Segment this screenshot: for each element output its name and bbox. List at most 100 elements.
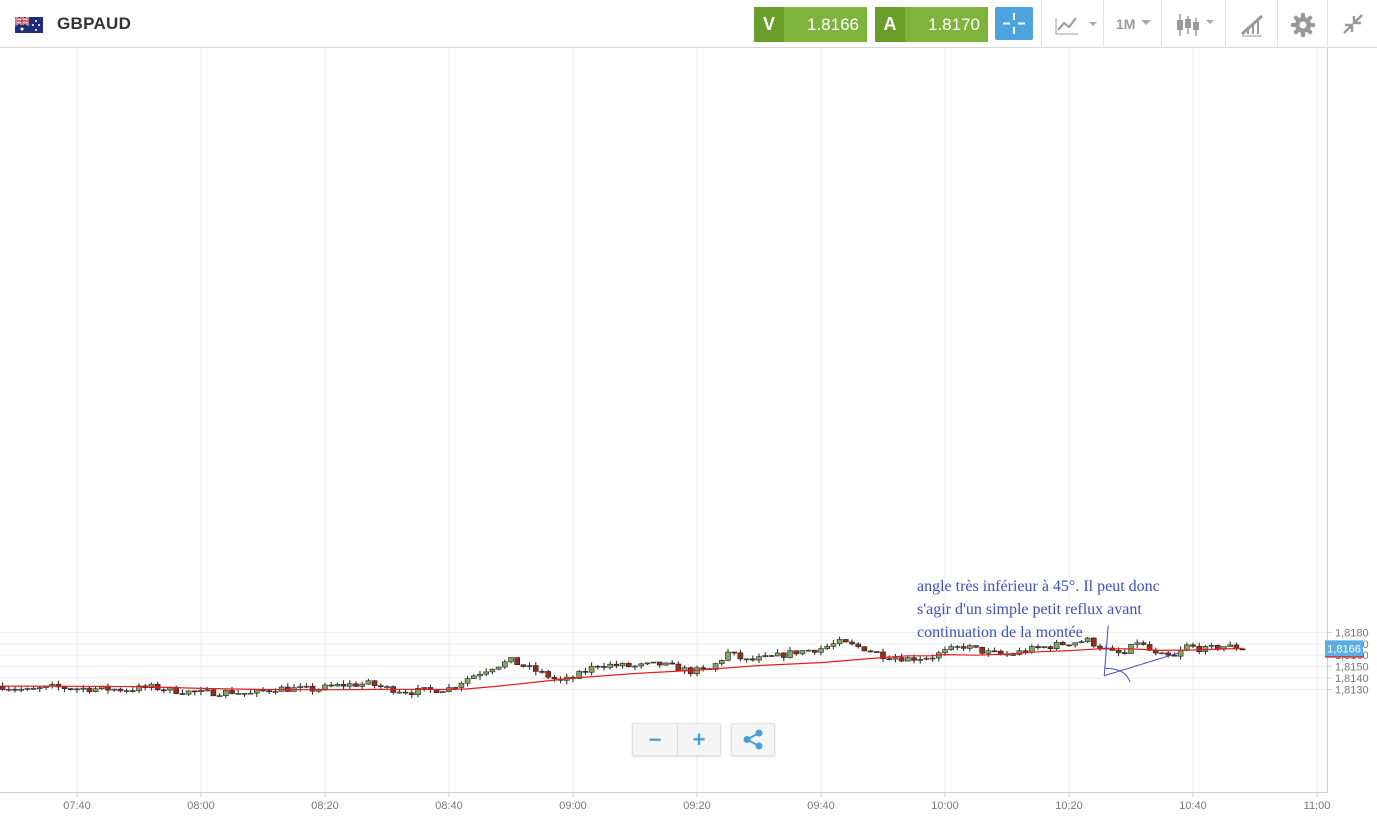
x-tick-label: 09:00	[559, 800, 587, 812]
candle-body	[737, 652, 744, 660]
candle	[619, 662, 626, 669]
candle-body	[836, 639, 843, 645]
candle	[532, 662, 539, 676]
candle-body	[161, 689, 167, 692]
sell-button[interactable]: V 1.8166	[754, 7, 867, 42]
candle	[669, 660, 676, 665]
candle-style-button[interactable]	[1161, 0, 1225, 48]
candle	[1190, 642, 1196, 649]
candle	[303, 683, 310, 689]
candle-body	[594, 665, 601, 668]
candle	[1215, 644, 1221, 652]
candle	[960, 643, 967, 652]
candle	[700, 664, 707, 672]
candle	[973, 645, 979, 649]
candle	[315, 688, 322, 693]
last-price-tag	[1325, 640, 1363, 657]
share-button[interactable]	[731, 723, 775, 756]
candle	[836, 636, 843, 647]
zoom-in-button[interactable]: +	[692, 727, 706, 752]
candle-body	[254, 689, 260, 694]
gear-icon	[1291, 13, 1315, 37]
candle	[1122, 648, 1128, 655]
candle-body	[483, 671, 490, 675]
candle	[328, 682, 335, 688]
candle	[210, 688, 217, 697]
candle	[886, 655, 893, 661]
drawing-tools-button[interactable]	[1225, 0, 1277, 48]
candle-body	[495, 666, 502, 670]
candle	[49, 681, 56, 689]
candle	[805, 649, 812, 652]
candle-body	[501, 661, 508, 668]
candle	[1196, 642, 1202, 655]
collapse-button[interactable]	[1327, 0, 1377, 48]
annotation-line-2: s'agir d'un simple petit reflux avant	[917, 601, 1142, 618]
candle-body	[780, 652, 787, 658]
candle	[818, 645, 824, 656]
candle	[539, 668, 545, 674]
candle-body	[830, 643, 837, 647]
candle-body	[532, 665, 539, 672]
zoom-controls: − +	[632, 723, 721, 756]
candle	[898, 653, 905, 662]
candle	[464, 675, 471, 687]
candle-body	[756, 656, 762, 661]
candle-body	[675, 663, 682, 672]
candle-body	[1159, 652, 1165, 655]
candle	[718, 659, 725, 667]
chart-type-icon	[1055, 17, 1097, 35]
price-chart[interactable]: 1,81301,81401,81501,81601,81701,818007:4…	[0, 48, 1377, 826]
candle-body	[1239, 648, 1246, 651]
candle-body	[18, 688, 25, 691]
candle-body	[1171, 654, 1178, 657]
candle	[811, 649, 818, 655]
timeframe-button[interactable]: 1M	[1103, 0, 1161, 48]
candle-body	[942, 649, 948, 654]
candle	[247, 689, 254, 695]
candle-body	[762, 655, 769, 657]
candle	[291, 684, 297, 692]
candle-body	[619, 663, 626, 667]
candle-body	[470, 675, 477, 679]
annotation-note: angle très inférieur à 45°. Il peut donc…	[917, 575, 1237, 644]
chart-type-button[interactable]	[1041, 0, 1103, 48]
candle	[774, 649, 781, 657]
candle-body	[353, 683, 359, 687]
candle-body	[960, 646, 967, 649]
candle-body	[123, 690, 130, 692]
crosshair-button[interactable]	[995, 7, 1033, 40]
candle	[309, 683, 316, 695]
annotation-line-3: continuation de la montée	[917, 624, 1083, 641]
annotation-line-1: angle très inférieur à 45°. Il peut donc	[917, 578, 1160, 595]
candle	[830, 639, 837, 650]
buy-button[interactable]: A 1.8170	[875, 7, 988, 42]
candle-body	[148, 683, 155, 688]
candle	[743, 658, 750, 663]
candle-body	[973, 645, 979, 648]
candle-body	[638, 663, 645, 667]
candle-body	[718, 660, 725, 664]
candle	[495, 666, 502, 671]
angle-arc	[1105, 667, 1131, 683]
candle-body	[458, 682, 465, 688]
candle-body	[774, 652, 781, 657]
candle-body	[477, 673, 483, 677]
zoom-out-button[interactable]: −	[633, 724, 678, 755]
candle-body	[656, 661, 663, 666]
candle	[297, 683, 304, 692]
candle	[161, 688, 167, 694]
x-tick-label: 10:20	[1055, 800, 1083, 812]
candle-body	[625, 663, 632, 668]
candle-body	[86, 687, 93, 692]
candle	[1177, 646, 1184, 660]
candle	[86, 687, 93, 694]
candle-body	[1091, 637, 1097, 647]
candle-body	[1041, 646, 1047, 649]
candle-body	[204, 689, 210, 692]
settings-button[interactable]	[1277, 0, 1327, 48]
candle	[427, 684, 434, 693]
candle-body	[241, 693, 248, 695]
candle-body	[576, 671, 583, 679]
candle-body	[36, 687, 43, 689]
